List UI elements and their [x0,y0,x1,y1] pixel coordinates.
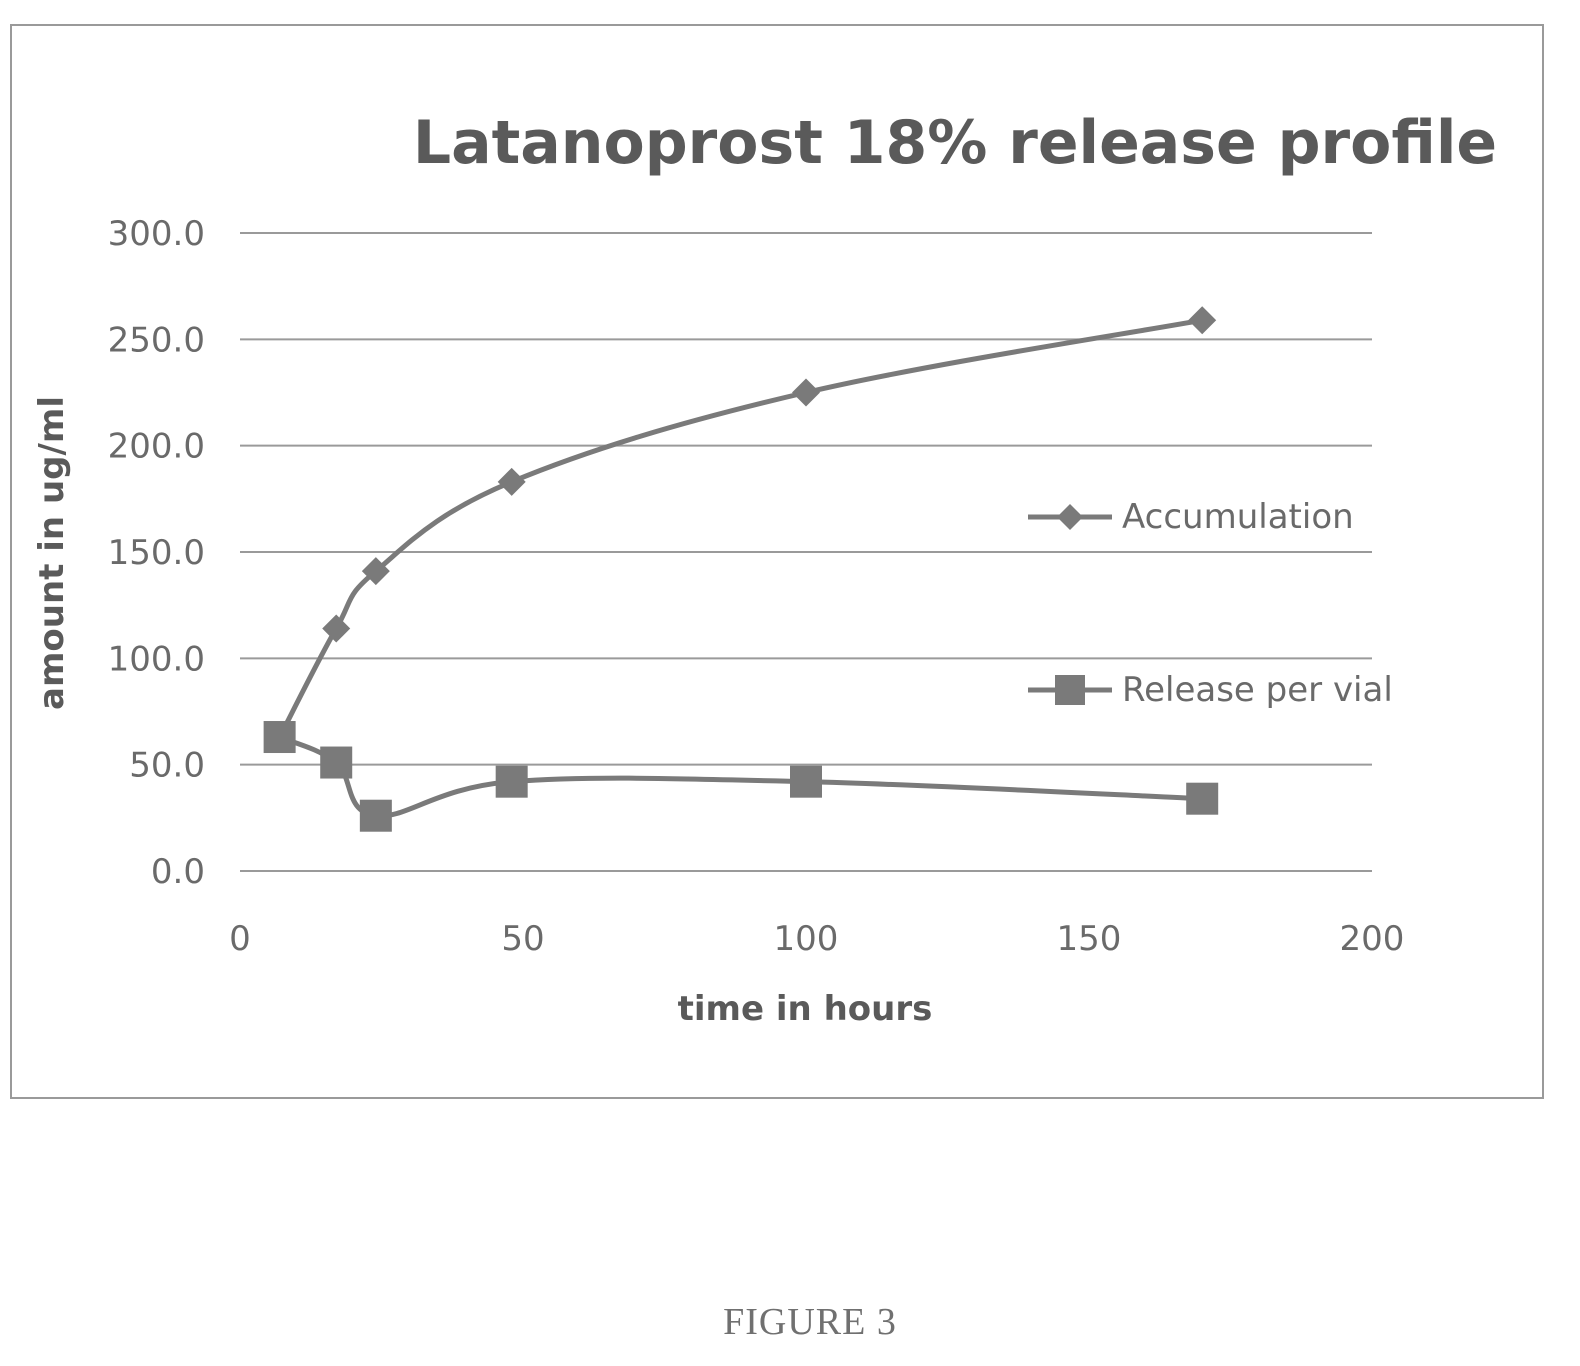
point-release-per-vial [320,746,353,779]
series-line-accumulation [277,317,1203,739]
x-axis-label: time in hours [678,989,933,1029]
point-accumulation [361,557,390,586]
x-tick-label: 100 [774,919,839,959]
y-tick-label: 0.0 [151,852,205,892]
legend-item-accumulation: Accumulation [1028,497,1354,537]
figure-caption: FIGURE 3 [723,1301,897,1343]
x-tick-label: 150 [1057,919,1122,959]
x-tick-label: 200 [1340,919,1405,959]
y-tick-label: 300.0 [108,214,205,254]
point-release-per-vial [263,721,296,754]
point-release-per-vial [495,765,528,798]
legend-item-release-per-vial: Release per vial [1028,670,1393,710]
y-tick-label: 50.0 [129,746,205,786]
legend-marker-square [1055,675,1085,705]
chart: Latanoprost 18% release profile 0.0 50.0 1… [32,108,1497,1029]
gridlines [240,232,1372,872]
point-release-per-vial [790,765,822,798]
point-accumulation [497,467,526,496]
y-tick-label: 100.0 [108,639,205,679]
y-tick-label: 200.0 [108,427,205,467]
point-accumulation [1188,306,1217,335]
series-layer [263,306,1219,832]
point-accumulation [322,614,351,643]
point-release-per-vial [1186,782,1219,815]
x-tick-label: 50 [501,919,544,959]
legend-label-release-per-vial: Release per vial [1122,670,1393,710]
chart-frame [10,24,1544,1099]
chart-title: Latanoprost 18% release profile [413,108,1497,178]
legend-label-accumulation: Accumulation [1122,497,1354,537]
point-release-per-vial [359,799,392,832]
legend-marker-diamond [1057,504,1083,530]
legend: Accumulation Release per vial [1028,497,1393,710]
y-tick-label: 150.0 [108,533,205,573]
y-axis-ticks: 0.0 50.0 100.0 150.0 200.0 250.0 300.0 [108,214,205,892]
series-line-release-per-vial [278,734,1203,819]
y-tick-label: 250.0 [108,320,205,360]
point-accumulation [792,378,820,407]
y-axis-label: amount in ug/ml [32,396,72,710]
x-axis-ticks: 0 50 100 150 200 [229,919,1404,959]
x-tick-label: 0 [229,919,251,959]
